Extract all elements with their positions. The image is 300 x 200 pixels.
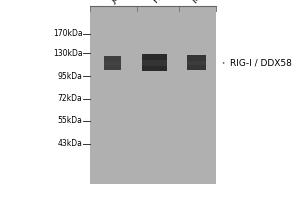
Bar <box>104 61 121 65</box>
Text: 130kDa: 130kDa <box>53 49 82 58</box>
Bar <box>187 61 206 65</box>
Text: 55kDa: 55kDa <box>58 116 82 125</box>
Bar <box>142 60 167 66</box>
Text: HepG2: HepG2 <box>151 0 179 5</box>
Text: MCF7: MCF7 <box>190 0 214 5</box>
Bar <box>90 6 216 184</box>
Text: 43kDa: 43kDa <box>58 139 82 148</box>
Bar <box>142 54 167 71</box>
Bar <box>104 56 121 70</box>
Text: 72kDa: 72kDa <box>58 94 82 103</box>
Text: RIG-I / DDX58: RIG-I / DDX58 <box>223 58 291 67</box>
Text: 170kDa: 170kDa <box>53 29 82 38</box>
Bar <box>187 55 206 70</box>
Text: Jurkat: Jurkat <box>109 0 134 5</box>
Text: 95kDa: 95kDa <box>58 72 82 81</box>
